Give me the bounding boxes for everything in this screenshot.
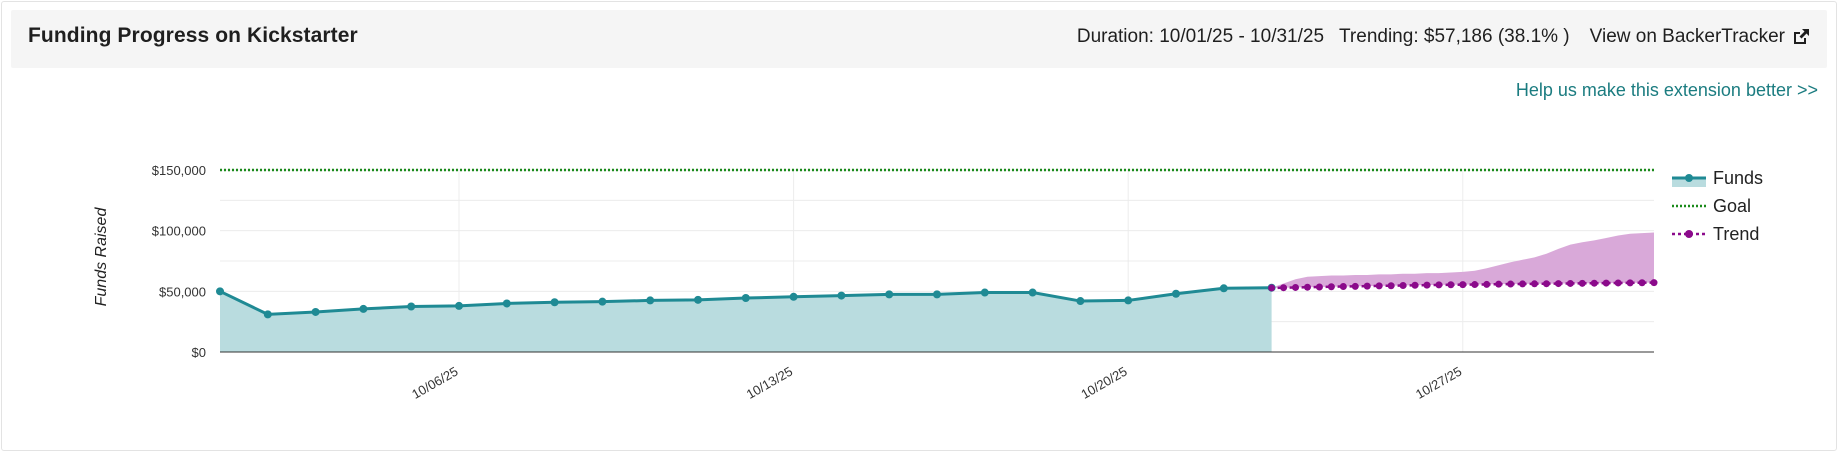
trend-point (1339, 282, 1347, 290)
chart-legend: Funds Goal Trend (1672, 168, 1763, 244)
trend-point (1351, 282, 1359, 290)
funds-point (407, 302, 416, 311)
trend-point (1280, 284, 1288, 292)
trend-point (1614, 279, 1622, 287)
funds-point (550, 298, 559, 307)
x-tick-label: 10/27/25 (1413, 364, 1464, 402)
funds-point (885, 290, 894, 299)
trend-point (1435, 281, 1443, 289)
funds-point (455, 301, 463, 310)
view-link-label: View on BackerTracker (1589, 26, 1785, 47)
trend-point (1423, 281, 1431, 289)
trend-point (1315, 283, 1323, 291)
help-link[interactable]: Help us make this extension better >> (1515, 80, 1818, 100)
trend-point (1459, 281, 1467, 289)
funds-point (1028, 288, 1037, 297)
trend-point (1602, 279, 1610, 287)
funds-point (263, 310, 272, 319)
trend-point (1399, 282, 1407, 290)
funds-point (1076, 297, 1085, 306)
y-axis-label: Funds Raised (93, 207, 110, 307)
header-meta: Duration: 10/01/25 - 10/31/25 Trending: … (1062, 26, 1811, 48)
y-tick-label: $100,000 (152, 224, 206, 239)
funds-point (1172, 289, 1180, 298)
trend-point (1363, 282, 1371, 290)
trend-point (1292, 283, 1299, 291)
funds-point (216, 287, 224, 296)
funds-point (933, 290, 941, 299)
trend-point (1303, 283, 1311, 291)
trend-point (1650, 279, 1658, 287)
funds-point (359, 304, 368, 313)
trend-point (1554, 280, 1562, 288)
trend-point (1638, 279, 1646, 287)
legend-funds-marker (1685, 174, 1693, 182)
trend-line (1271, 281, 1655, 290)
view-on-backertracker-link[interactable]: View on BackerTracker (1590, 26, 1811, 48)
trend-point (1590, 279, 1598, 287)
funds-point (1124, 296, 1133, 305)
trend-point (1387, 282, 1395, 290)
funds-point (741, 294, 750, 303)
trend-point (1375, 282, 1383, 290)
x-tick-label: 10/20/25 (1078, 364, 1129, 402)
trend-point (1268, 284, 1276, 292)
funds-point (598, 297, 607, 306)
external-link-icon (1794, 29, 1809, 44)
trend-point (1471, 281, 1479, 289)
trend-point (1507, 280, 1515, 288)
legend-goal-label: Goal (1713, 196, 1751, 216)
trend-point (1578, 279, 1586, 287)
trend-point (1495, 280, 1503, 288)
y-tick-label: $0 (192, 345, 206, 360)
legend-funds-label: Funds (1713, 168, 1763, 188)
funds-point (502, 299, 511, 308)
legend-trend-label: Trend (1713, 224, 1759, 244)
trend-point (1519, 280, 1527, 288)
trend-point (1483, 280, 1491, 288)
funds-area (220, 287, 1272, 352)
header-bar: Funding Progress on Kickstarter Duration… (11, 10, 1827, 68)
funds-point (694, 295, 702, 304)
trend-point (1542, 280, 1550, 288)
trend-point (1566, 279, 1574, 287)
page-title: Funding Progress on Kickstarter (28, 24, 358, 47)
trend-point (1531, 280, 1538, 288)
funds-point (646, 296, 655, 305)
funds-point (837, 291, 846, 300)
trend-point (1411, 281, 1419, 289)
legend-trend-marker (1685, 230, 1693, 238)
x-tick-label: 10/06/25 (409, 364, 460, 402)
x-tick-label: 10/13/25 (744, 364, 795, 402)
trend-point (1447, 281, 1455, 289)
funds-point (1219, 284, 1228, 293)
funds-point (311, 307, 320, 316)
legend-funds-swatch (1672, 178, 1706, 187)
trend-band-area (1271, 232, 1654, 288)
funds-point (980, 288, 989, 297)
y-tick-label: $150,000 (152, 163, 206, 178)
trend-point (1626, 279, 1634, 287)
trending-text: Trending: $57,186 (38.1% ) (1339, 26, 1570, 47)
funds-point (789, 292, 798, 301)
y-tick-label: $50,000 (159, 284, 206, 299)
trend-point (1327, 283, 1335, 291)
duration-text: Duration: 10/01/25 - 10/31/25 (1076, 26, 1325, 47)
